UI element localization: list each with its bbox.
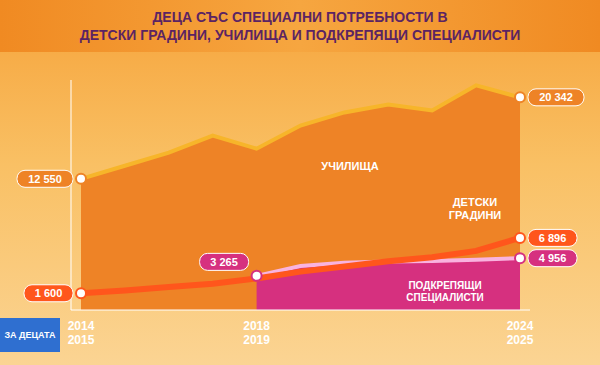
svg-text:6 896: 6 896 [539,232,567,244]
svg-text:4 956: 4 956 [539,252,567,264]
html-text:УЧИЛИЩА: УЧИЛИЩА [321,160,379,172]
html-text:ЗА ДЕЦАТА: ЗА ДЕЦАТА [4,330,56,340]
svg-text:12 550: 12 550 [28,173,62,185]
svg-text:20 342: 20 342 [539,91,573,103]
svg-text:3 265: 3 265 [210,256,238,268]
svg-text:20142015: 20142015 [68,319,95,347]
html-text:ПОДКРЕПЯЩИ СПЕЦИАЛИСТИ: ПОДКРЕПЯЩИ СПЕЦИАЛИСТИ [406,280,484,303]
html-text:ДЕТСКИ ГРАДИНИ: ДЕТСКИ ГРАДИНИ [448,196,502,221]
svg-text:1 600: 1 600 [35,287,63,299]
svg-text:20182019: 20182019 [243,319,270,347]
html-text:ДЕЦА СЪС СПЕЦИАЛНИ ПОТРЕБНОСТИ: ДЕЦА СЪС СПЕЦИАЛНИ ПОТРЕБНОСТИ В ДЕТСКИ … [79,9,521,43]
svg-text:20242025: 20242025 [507,319,534,347]
